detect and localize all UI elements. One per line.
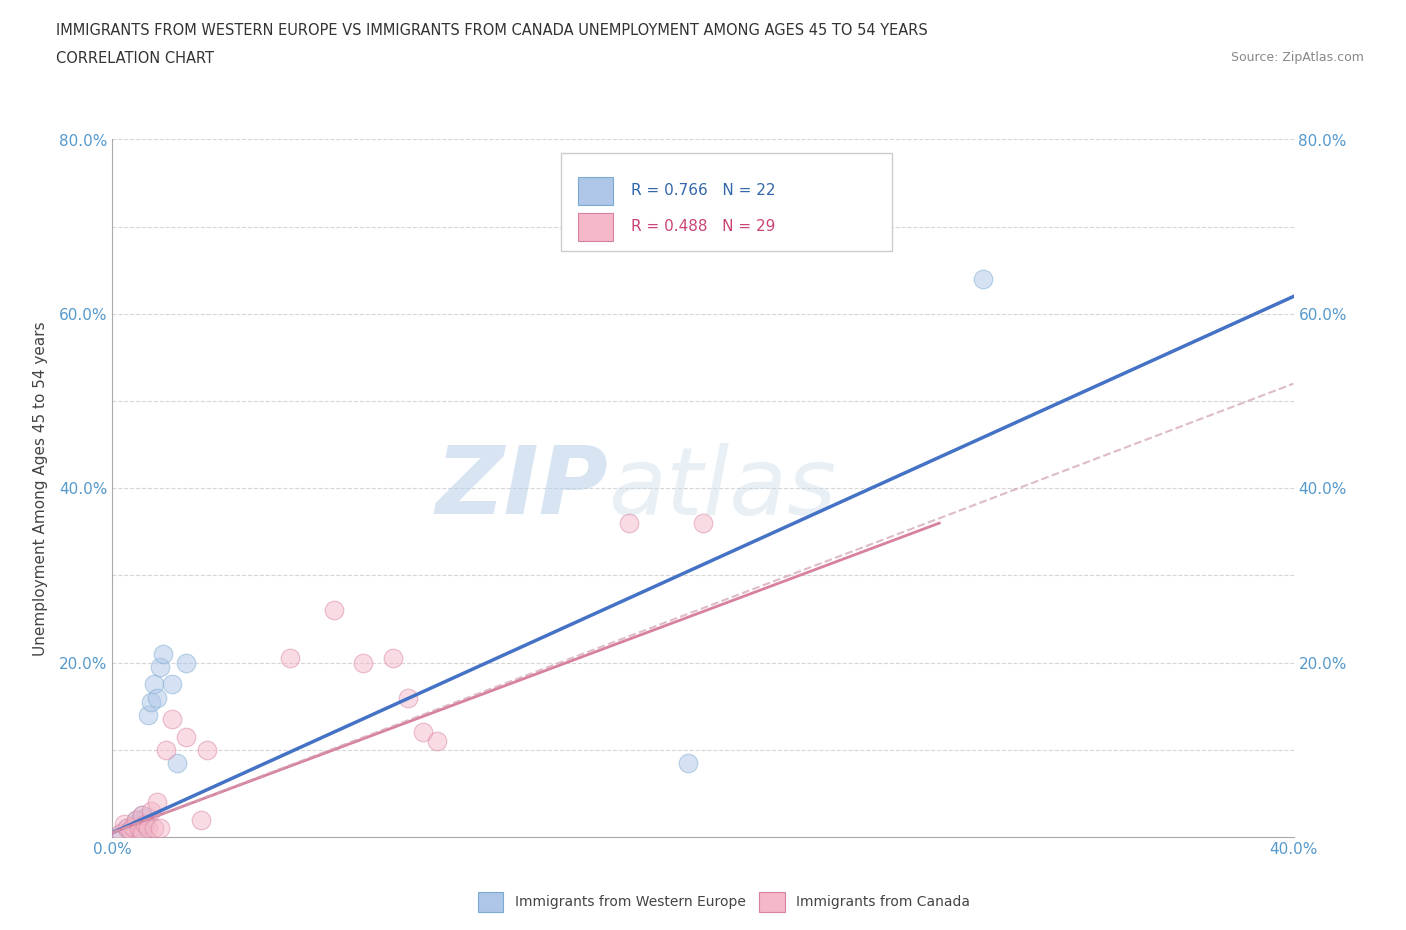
Bar [578,213,613,241]
Text: CORRELATION CHART: CORRELATION CHART [56,51,214,66]
Point [382,651,405,666]
FancyBboxPatch shape [561,153,891,251]
Point [278,651,301,666]
Point [142,677,165,692]
Point [155,742,177,757]
Point [125,812,148,827]
Point [619,515,641,530]
Point [112,817,135,831]
Point [139,695,162,710]
Point [117,821,138,836]
Text: Source: ZipAtlas.com: Source: ZipAtlas.com [1230,51,1364,64]
Point [146,690,169,705]
Point [128,814,150,829]
Point [122,819,145,834]
Point [411,725,433,740]
Point [166,755,188,770]
Point [195,742,218,757]
Point [149,659,172,674]
Point [149,821,172,836]
Point [131,823,153,838]
Point [110,825,132,840]
Text: R = 0.488   N = 29: R = 0.488 N = 29 [631,219,775,234]
Point [352,656,374,671]
Point [136,708,159,723]
Point [152,646,174,661]
Point [120,823,142,838]
Point [128,821,150,836]
Point [131,808,153,823]
Point [131,808,153,823]
Point [136,821,159,836]
Text: Immigrants from Western Europe: Immigrants from Western Europe [515,895,745,910]
Text: R = 0.766   N = 22: R = 0.766 N = 22 [631,183,776,198]
Point [396,690,419,705]
Point [973,272,995,286]
Point [134,817,156,831]
Text: atlas: atlas [609,443,837,534]
Point [174,729,197,744]
Point [174,656,197,671]
Point [125,812,148,827]
Point [146,794,169,809]
Text: IMMIGRANTS FROM WESTERN EUROPE VS IMMIGRANTS FROM CANADA UNEMPLOYMENT AMONG AGES: IMMIGRANTS FROM WESTERN EUROPE VS IMMIGR… [56,23,928,38]
Point [125,817,148,831]
Point [117,821,138,836]
Text: Immigrants from Canada: Immigrants from Canada [796,895,970,910]
Point [110,825,132,840]
Point [160,711,183,726]
Point [131,825,153,840]
Point [142,821,165,836]
Point [190,812,212,827]
Point [120,823,142,838]
Point [323,603,346,618]
Y-axis label: Unemployment Among Ages 45 to 54 years: Unemployment Among Ages 45 to 54 years [32,321,48,656]
Point [128,821,150,836]
Point [678,755,700,770]
Point [139,804,162,818]
Point [160,677,183,692]
Text: ZIP: ZIP [436,443,609,534]
Point [426,734,449,749]
Bar [578,177,613,205]
Point [122,819,145,834]
Point [134,810,156,825]
Point [692,515,714,530]
